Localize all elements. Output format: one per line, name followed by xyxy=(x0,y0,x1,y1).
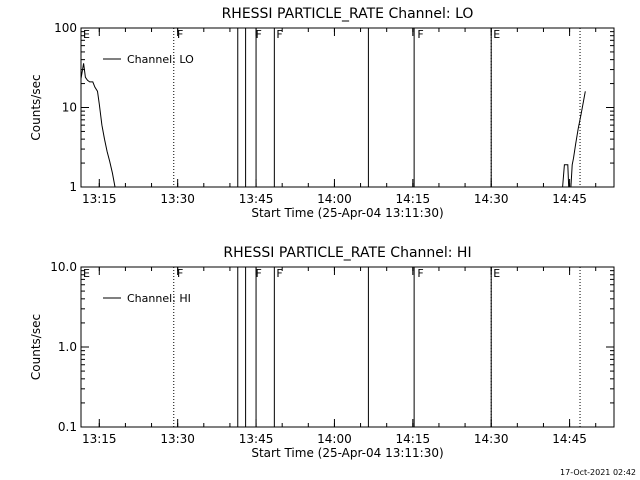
y-axis-label: Counts/sec xyxy=(29,74,43,140)
flag-label: E xyxy=(493,28,500,41)
x-tick-label: 14:15 xyxy=(396,432,431,446)
x-tick-label: 14:30 xyxy=(474,432,509,446)
y-tick-label: 1.0 xyxy=(58,340,77,354)
panel-lo-channel: RHESSI PARTICLE_RATE Channel: LO E F F F F E 13… xyxy=(29,6,615,220)
y-tick-label: 100 xyxy=(54,21,77,35)
x-tick-label: 13:45 xyxy=(239,432,274,446)
flag-label: F xyxy=(276,28,282,41)
x-tick-label: 14:00 xyxy=(317,192,352,206)
x-axis-label: Start Time (25-Apr-04 13:11:30) xyxy=(251,446,443,460)
y-tick-label: 0.1 xyxy=(58,420,77,434)
x-tick-label: 13:15 xyxy=(82,192,117,206)
chart-title: RHESSI PARTICLE_RATE Channel: HI xyxy=(223,245,471,261)
legend-label: Channel: LO xyxy=(127,53,194,66)
x-tick-label: 13:30 xyxy=(160,192,195,206)
flag-label: E xyxy=(493,267,500,280)
flag-label: F xyxy=(255,28,261,41)
x-tick-label: 14:00 xyxy=(317,432,352,446)
x-tick-label: 14:15 xyxy=(396,192,431,206)
y-tick-label: 10.0 xyxy=(50,260,77,274)
flag-label: F xyxy=(417,28,423,41)
generation-timestamp: 17-Oct-2021 02:42 xyxy=(560,468,636,477)
plot-frame xyxy=(80,266,615,428)
x-tick-label: 13:15 xyxy=(82,432,117,446)
legend-label: Channel: HI xyxy=(127,292,191,305)
plot-frame xyxy=(80,27,615,188)
y-tick-label: 10 xyxy=(62,101,77,115)
x-tick-label: 14:45 xyxy=(552,192,587,206)
flag-label: F xyxy=(417,267,423,280)
flag-label: F xyxy=(177,28,183,41)
panel-hi-channel: RHESSI PARTICLE_RATE Channel: HI E F F F F E 13… xyxy=(29,245,615,460)
flag-label: F xyxy=(276,267,282,280)
flag-label: E xyxy=(83,267,90,280)
x-tick-label: 14:30 xyxy=(474,192,509,206)
data-series-line xyxy=(80,63,116,188)
flag-label: F xyxy=(177,267,183,280)
chart-title: RHESSI PARTICLE_RATE Channel: LO xyxy=(222,6,474,22)
x-tick-label: 13:45 xyxy=(239,192,274,206)
y-axis-label: Counts/sec xyxy=(29,314,43,380)
flag-label: E xyxy=(83,28,90,41)
y-tick-label: 1 xyxy=(69,180,77,194)
data-series-line xyxy=(562,91,586,188)
x-tick-label: 14:45 xyxy=(552,432,587,446)
x-tick-label: 13:30 xyxy=(160,432,195,446)
flag-label: F xyxy=(255,267,261,280)
x-axis-label: Start Time (25-Apr-04 13:11:30) xyxy=(251,206,443,220)
